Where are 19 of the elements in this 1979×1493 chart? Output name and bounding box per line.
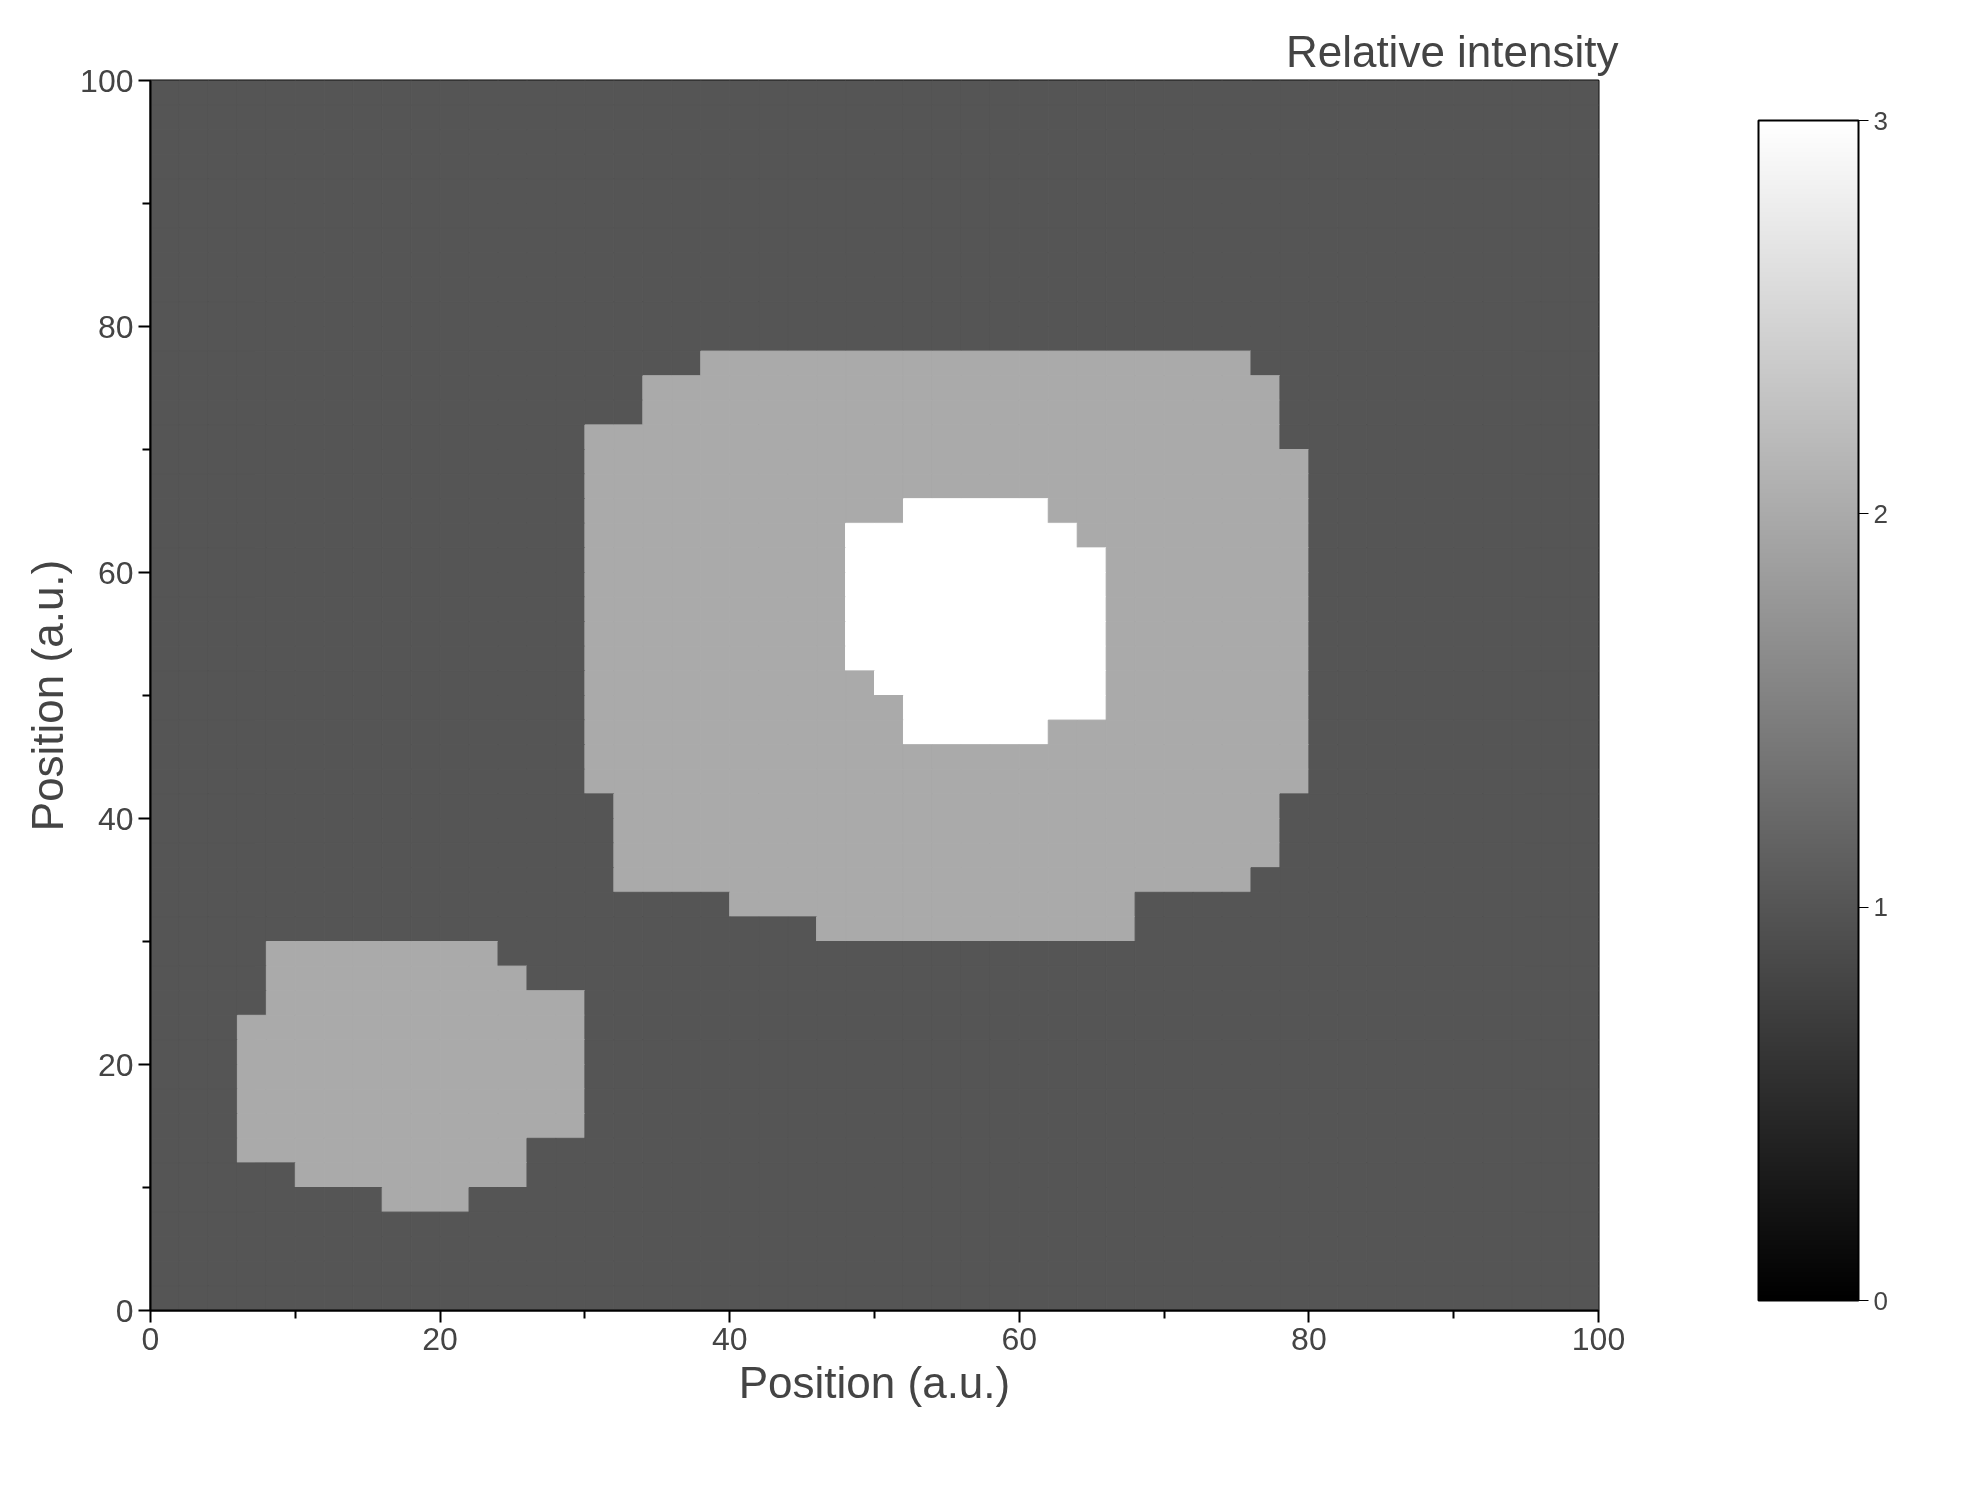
y-tick-label: 40	[97, 800, 134, 837]
color-bar-label: 2	[1873, 498, 1888, 529]
x-tick-label: 20	[422, 1320, 458, 1357]
y-tick-label: 0	[115, 1292, 134, 1329]
y-tick-label: 60	[97, 554, 134, 591]
color-bar-label: 3	[1873, 105, 1888, 136]
x-tick-label: 100	[1571, 1320, 1626, 1357]
x-tick-label: 0	[141, 1320, 160, 1357]
color-bar-title: Relative intensity	[1285, 26, 1619, 76]
y-tick-label: 100	[80, 62, 134, 99]
y-axis-title: Position (a.u.)	[23, 559, 73, 832]
x-tick-label: 40	[711, 1320, 748, 1357]
y-tick-label: 20	[97, 1046, 134, 1083]
y-tick-label: 80	[97, 308, 134, 345]
x-tick-label: 80	[1291, 1320, 1327, 1357]
color-bar-label: 1	[1873, 892, 1888, 923]
x-tick-label: 60	[1001, 1320, 1038, 1357]
color-bar-label: 0	[1873, 1285, 1888, 1316]
x-axis-title: Position (a.u.)	[738, 1357, 1011, 1407]
